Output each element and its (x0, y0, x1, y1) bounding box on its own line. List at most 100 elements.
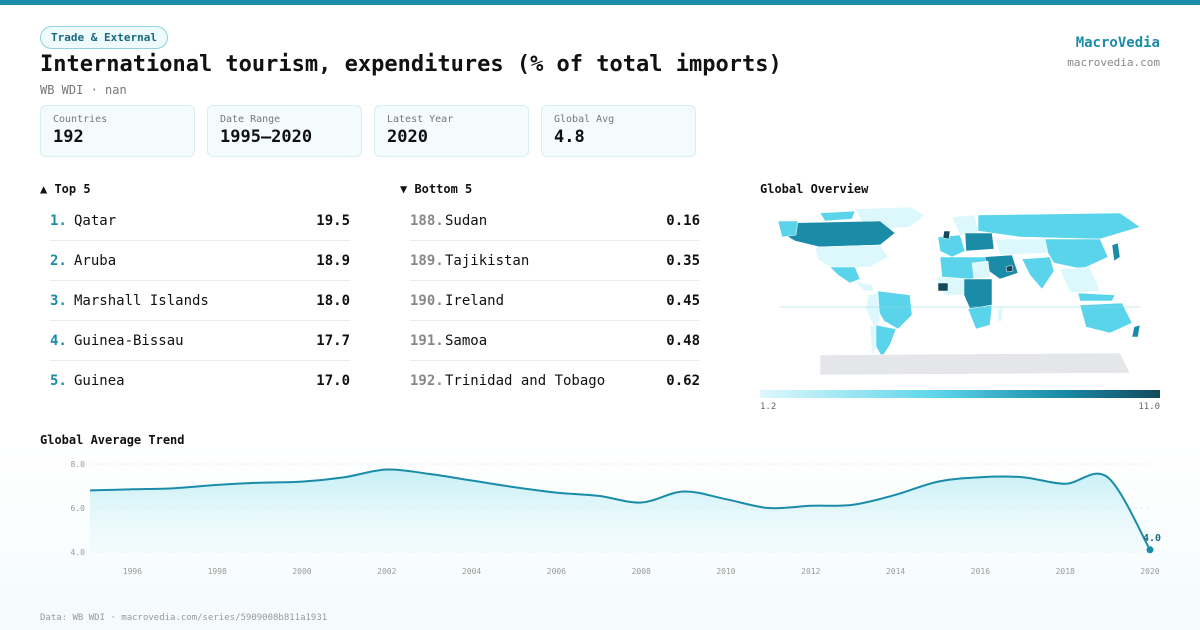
country-value: 0.35 (666, 252, 700, 269)
x-tick-label: 2010 (716, 567, 735, 576)
country-value: 19.5 (316, 212, 350, 229)
rank-number: 191. (410, 332, 444, 349)
map-region-central-america (854, 280, 875, 292)
scale-min-label: 1.2 (760, 402, 777, 412)
stat-countries: Countries 192 (40, 105, 195, 157)
trend-last-label: 4.0 (1143, 533, 1161, 544)
map-region-alaska (777, 220, 799, 238)
country-name: Ireland (445, 292, 505, 309)
country-name: Sudan (445, 212, 488, 229)
map-region-canada (781, 220, 896, 248)
top-accent-bar (0, 0, 1200, 5)
list-item: 192. Trinidad and Tobago 0.62 (410, 361, 700, 401)
map-region-mexico (829, 266, 861, 284)
trend-line (89, 468, 1151, 551)
country-name: Aruba (74, 252, 117, 269)
x-tick-label: 2004 (462, 567, 481, 576)
y-tick-label: 8.0 (71, 460, 86, 469)
map-region-europe-west (937, 234, 966, 258)
map-region-se-asia (1059, 266, 1101, 294)
x-tick-label: 2000 (292, 567, 311, 576)
brand-logo: MacroVedia (1075, 35, 1160, 51)
x-tick-label: 1996 (123, 567, 142, 576)
y-tick-label: 6.0 (71, 504, 86, 513)
stat-value: 1995–2020 (220, 127, 313, 147)
rank-number: 2. (50, 252, 67, 269)
trend-last-point (1146, 546, 1154, 554)
x-tick-label: 2008 (632, 567, 651, 576)
bottom5-title: ▼ Bottom 5 (400, 182, 473, 196)
country-name: Guinea-Bissau (74, 332, 184, 349)
map-region-qatar-gulf (1005, 264, 1014, 273)
country-name: Trinidad and Tobago (445, 373, 606, 389)
map-region-south-africa (967, 304, 993, 330)
stat-value: 4.8 (554, 127, 585, 147)
bottom5-list: 188. Sudan 0.16 189. Tajikistan 0.35 190. Ire… (410, 201, 700, 401)
country-value: 18.9 (316, 252, 350, 269)
list-item: 2. Aruba 18.9 (50, 241, 350, 281)
country-value: 0.62 (666, 373, 700, 389)
trend-title: Global Average Trend (40, 433, 185, 447)
list-item: 1. Qatar 19.5 (50, 201, 350, 241)
stat-value: 2020 (387, 127, 428, 147)
map-region-guinea (937, 282, 949, 292)
stat-label: Date Range (220, 114, 281, 125)
x-tick-label: 2016 (971, 567, 990, 576)
stat-value: 192 (53, 127, 84, 147)
map-region-china (1044, 238, 1109, 270)
x-tick-label: 2012 (801, 567, 820, 576)
country-name: Tajikistan (445, 252, 530, 269)
stat-label: Countries (53, 114, 108, 125)
map-region-indonesia (1077, 292, 1116, 302)
x-tick-label: 2006 (547, 567, 566, 576)
country-name: Samoa (445, 332, 488, 349)
map-region-andes (865, 292, 881, 328)
map-region-japan (1111, 242, 1121, 262)
list-item: 3. Marshall Islands 18.0 (50, 281, 350, 321)
map-region-madagascar (996, 306, 1004, 322)
top5-list: 1. Qatar 19.5 2. Aruba 18.9 3. Marshall Islan… (50, 201, 350, 401)
rank-number: 190. (410, 292, 444, 309)
map-region-central-africa (963, 278, 993, 310)
country-value: 18.0 (316, 292, 350, 309)
x-tick-label: 1998 (208, 567, 227, 576)
x-tick-label: 2014 (886, 567, 905, 576)
x-tick-label: 2020 (1140, 567, 1159, 576)
map-region-antarctica (819, 352, 1131, 376)
rank-number: 3. (50, 292, 67, 309)
trend-area (90, 469, 1150, 552)
map-region-uk (942, 230, 951, 240)
rank-number: 189. (410, 252, 444, 269)
rank-number: 188. (410, 212, 444, 229)
category-badge: Trade & External (40, 26, 168, 49)
y-tick-label: 4.0 (71, 548, 86, 557)
rank-number: 5. (50, 373, 67, 389)
stat-label: Global Avg (554, 114, 615, 125)
country-value: 17.7 (316, 332, 350, 349)
map-title: Global Overview (760, 182, 869, 196)
stat-label: Latest Year (387, 114, 454, 125)
list-item: 190. Ireland 0.45 (410, 281, 700, 321)
stat-latest-year: Latest Year 2020 (374, 105, 529, 157)
list-item: 188. Sudan 0.16 (410, 201, 700, 241)
map-region-central-asia (994, 238, 1049, 256)
rank-number: 1. (50, 212, 67, 229)
country-name: Marshall Islands (74, 292, 209, 309)
list-item: 189. Tajikistan 0.35 (410, 241, 700, 281)
list-item: 5. Guinea 17.0 (50, 361, 350, 401)
rank-number: 192. (410, 373, 444, 389)
footer-source: Data: WB WDI · macrovedia.com/series/590… (40, 613, 328, 623)
map-color-scale (760, 390, 1160, 398)
top5-title: ▲ Top 5 (40, 182, 91, 196)
list-item: 191. Samoa 0.48 (410, 321, 700, 361)
country-value: 17.0 (316, 373, 350, 389)
brand-url: macrovedia.com (1067, 56, 1160, 69)
map-region-india (1021, 256, 1055, 290)
country-value: 0.48 (666, 332, 700, 349)
map-region-europe-east (964, 232, 995, 252)
x-tick-label: 2002 (377, 567, 396, 576)
country-name: Guinea (74, 373, 125, 389)
page-subtitle: WB WDI · nan (40, 83, 127, 97)
trend-chart: 8.0 6.0 4.0 4.0 1996 1998 2000 2002 2004 2006 2008… (71, 460, 1161, 576)
country-name: Qatar (74, 212, 117, 229)
